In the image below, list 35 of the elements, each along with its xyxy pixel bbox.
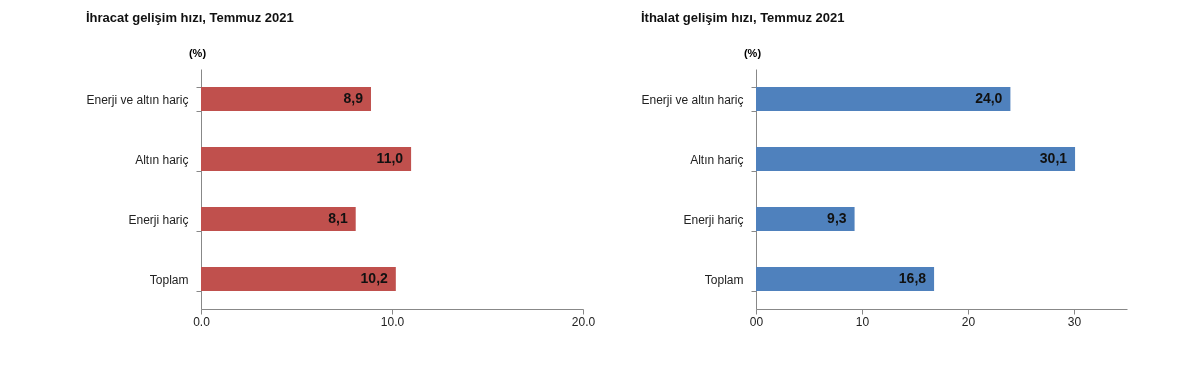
bar — [201, 147, 412, 171]
y-tick-label: Toplam — [149, 272, 189, 287]
x-tick-label: 20 — [961, 314, 976, 329]
x-tick-label: 30 — [1067, 314, 1082, 329]
bar — [201, 267, 396, 291]
y-tick-label: Enerji ve altın hariç — [86, 92, 189, 107]
y-tick-label: Enerji hariç — [683, 212, 744, 227]
data-label: 10,2 — [360, 270, 389, 286]
bar — [756, 267, 935, 291]
data-label: 30,1 — [1039, 150, 1068, 166]
data-label: 9,3 — [827, 210, 847, 226]
bar — [201, 87, 371, 111]
y-tick-label: Altın hariç — [690, 152, 744, 167]
chart-title: İhracat gelişim hızı, Temmuz 2021 — [85, 10, 294, 25]
data-label: 8,9 — [343, 90, 364, 106]
bar — [756, 207, 855, 231]
data-label: 8,1 — [328, 210, 348, 226]
data-label: 11,0 — [376, 150, 404, 166]
y-tick-label: Enerji ve altın hariç — [641, 92, 744, 107]
y-tick-label: Toplam — [704, 272, 744, 287]
x-tick-label: 10 — [855, 314, 870, 329]
data-label: 24,0 — [975, 90, 1003, 106]
data-label: 16,8 — [898, 270, 927, 286]
x-tick-label: 20.0 — [571, 314, 596, 329]
y-tick-label: Enerji hariç — [128, 212, 189, 227]
bar — [756, 147, 1076, 171]
x-axis-title: (%) — [743, 46, 762, 59]
x-tick-label: 00 — [749, 314, 764, 329]
chart-title: İthalat gelişim hızı, Temmuz 2021 — [640, 10, 845, 25]
bar — [756, 87, 1011, 111]
x-tick-label: 10.0 — [380, 314, 405, 329]
bar — [201, 207, 356, 231]
x-tick-label: 0.0 — [193, 314, 211, 329]
y-tick-label: Altın hariç — [135, 152, 189, 167]
x-axis-title: (%) — [188, 46, 207, 59]
